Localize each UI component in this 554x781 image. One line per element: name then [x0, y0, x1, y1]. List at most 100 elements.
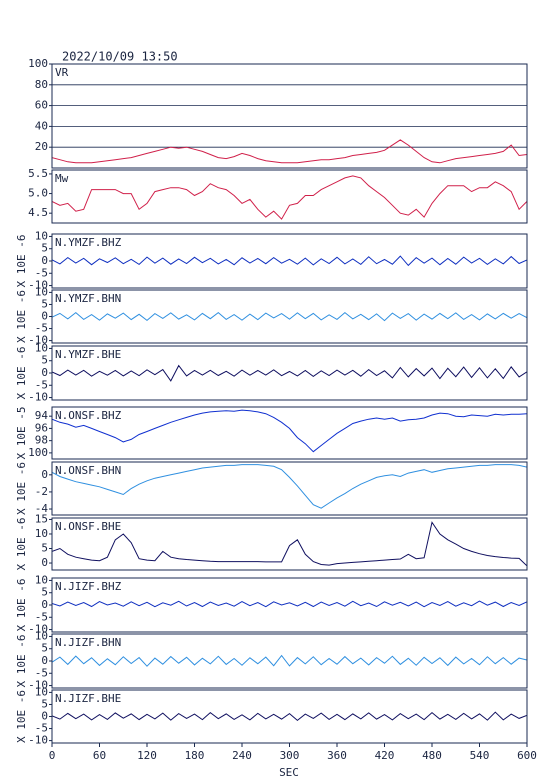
x-axis-label: SEC: [279, 766, 299, 779]
x-tick-label: 600: [517, 749, 537, 762]
chart-title: 2022/10/09 13:50: [62, 50, 178, 64]
panel-label: VR: [55, 66, 69, 79]
y-tick-label: 0: [41, 366, 48, 379]
panel-frame: [51, 689, 528, 744]
y-tick-label: 5: [41, 242, 48, 255]
y-tick-label: 10: [35, 229, 48, 242]
y-tick-label: 20: [35, 140, 48, 153]
y-tick-label: 0: [41, 310, 48, 323]
panel-label: N.JIZF.BHE: [55, 692, 121, 705]
y-axis-label: X 10E -5: [15, 407, 28, 460]
y-tick-label: 5: [41, 586, 48, 599]
y-tick-label: 94: [35, 409, 49, 422]
y-tick-label: 5.5: [28, 167, 48, 180]
y-axis-label: X 10E -6: [15, 518, 28, 571]
trace: [52, 600, 527, 608]
panel-frame: [51, 63, 528, 169]
y-tick-label: 0: [41, 468, 48, 481]
trace: [52, 255, 527, 267]
y-tick-label: -5: [35, 666, 48, 679]
x-tick-label: 480: [422, 749, 442, 762]
panel-label: N.ONSF.BHE: [55, 520, 121, 533]
y-tick-label: 0: [41, 654, 48, 667]
panel-label: N.ONSF.BHN: [55, 464, 121, 477]
y-tick-label: 5: [41, 642, 48, 655]
y-tick-label: -10: [28, 334, 48, 347]
trace: [52, 464, 527, 509]
y-tick-label: 5.0: [28, 187, 48, 200]
y-tick-label: 100: [28, 57, 48, 70]
trace: [52, 311, 527, 322]
y-tick-label: 96: [35, 421, 48, 434]
x-tick-label: 300: [280, 749, 300, 762]
panel-frame: [51, 517, 528, 571]
trace: [52, 409, 527, 453]
x-tick-label: 360: [327, 749, 347, 762]
y-tick-label: 10: [35, 629, 48, 642]
y-axis-label: X 10E -6: [15, 690, 28, 743]
x-tick-label: 240: [232, 749, 252, 762]
y-tick-label: 10: [35, 685, 48, 698]
y-tick-label: -5: [35, 378, 48, 391]
y-tick-label: 5: [41, 542, 48, 555]
panel-frame: [51, 461, 528, 516]
y-tick-label: 80: [35, 78, 48, 91]
y-axis-label: X 10E -6: [15, 579, 28, 632]
x-tick-label: 540: [470, 749, 490, 762]
y-axis-label: X 10E -6: [15, 347, 28, 400]
y-tick-label: -10: [28, 623, 48, 636]
y-tick-label: 10: [35, 527, 48, 540]
y-tick-label: -2: [35, 485, 48, 498]
panel-label: N.JIZF.BHN: [55, 636, 121, 649]
y-axis-label: X 10E -6: [15, 235, 28, 288]
panel-label: N.YMZF.BHZ: [55, 236, 122, 249]
y-tick-label: 40: [35, 119, 48, 132]
x-tick-label: 0: [49, 749, 56, 762]
y-tick-label: -10: [28, 734, 48, 747]
y-tick-label: -10: [28, 279, 48, 292]
panel-label: N.YMZF.BHN: [55, 292, 121, 305]
y-tick-label: -10: [28, 391, 48, 404]
trace: [52, 175, 527, 220]
x-tick-label: 180: [185, 749, 205, 762]
y-tick-label: -5: [35, 722, 48, 735]
y-tick-label: 98: [35, 434, 48, 447]
panel-label: N.YMZF.BHE: [55, 348, 121, 361]
y-axis-label: X 10E -6: [15, 635, 28, 688]
x-tick-label: 60: [93, 749, 106, 762]
x-tick-label: 420: [375, 749, 395, 762]
panel-label: N.JIZF.BHZ: [55, 580, 122, 593]
panel-frame: [51, 577, 528, 633]
panel-label: Mw: [55, 172, 69, 185]
y-tick-label: 0: [41, 710, 48, 723]
panel-frame: [51, 169, 528, 224]
trace: [52, 139, 527, 164]
y-tick-label: 10: [35, 341, 48, 354]
y-tick-label: 5: [41, 297, 48, 310]
trace: [52, 711, 527, 722]
panel-label: N.ONSF.BHZ: [55, 409, 122, 422]
y-tick-label: -4: [35, 502, 49, 515]
y-tick-label: 5: [41, 697, 48, 710]
y-tick-label: -5: [35, 610, 48, 623]
y-tick-label: 10: [35, 285, 48, 298]
y-tick-label: 15: [35, 512, 48, 525]
panel-frame: [51, 406, 528, 460]
y-axis-label: X 10E -6: [15, 462, 28, 515]
panel-frame: [51, 345, 528, 401]
y-tick-label: 0: [41, 254, 48, 267]
y-tick-label: 60: [35, 99, 48, 112]
trace: [52, 654, 527, 667]
y-tick-label: 100: [28, 446, 48, 459]
y-tick-label: -10: [28, 679, 48, 692]
trace: [52, 364, 527, 382]
y-tick-label: 0: [41, 556, 48, 569]
y-tick-label: 5: [41, 354, 48, 367]
y-tick-label: -5: [35, 322, 48, 335]
panel-frame: [51, 289, 528, 344]
x-tick-label: 120: [137, 749, 157, 762]
y-axis-label: X 10E -6: [15, 290, 28, 343]
y-tick-label: -5: [35, 266, 48, 279]
y-tick-label: 4.5: [28, 206, 48, 219]
